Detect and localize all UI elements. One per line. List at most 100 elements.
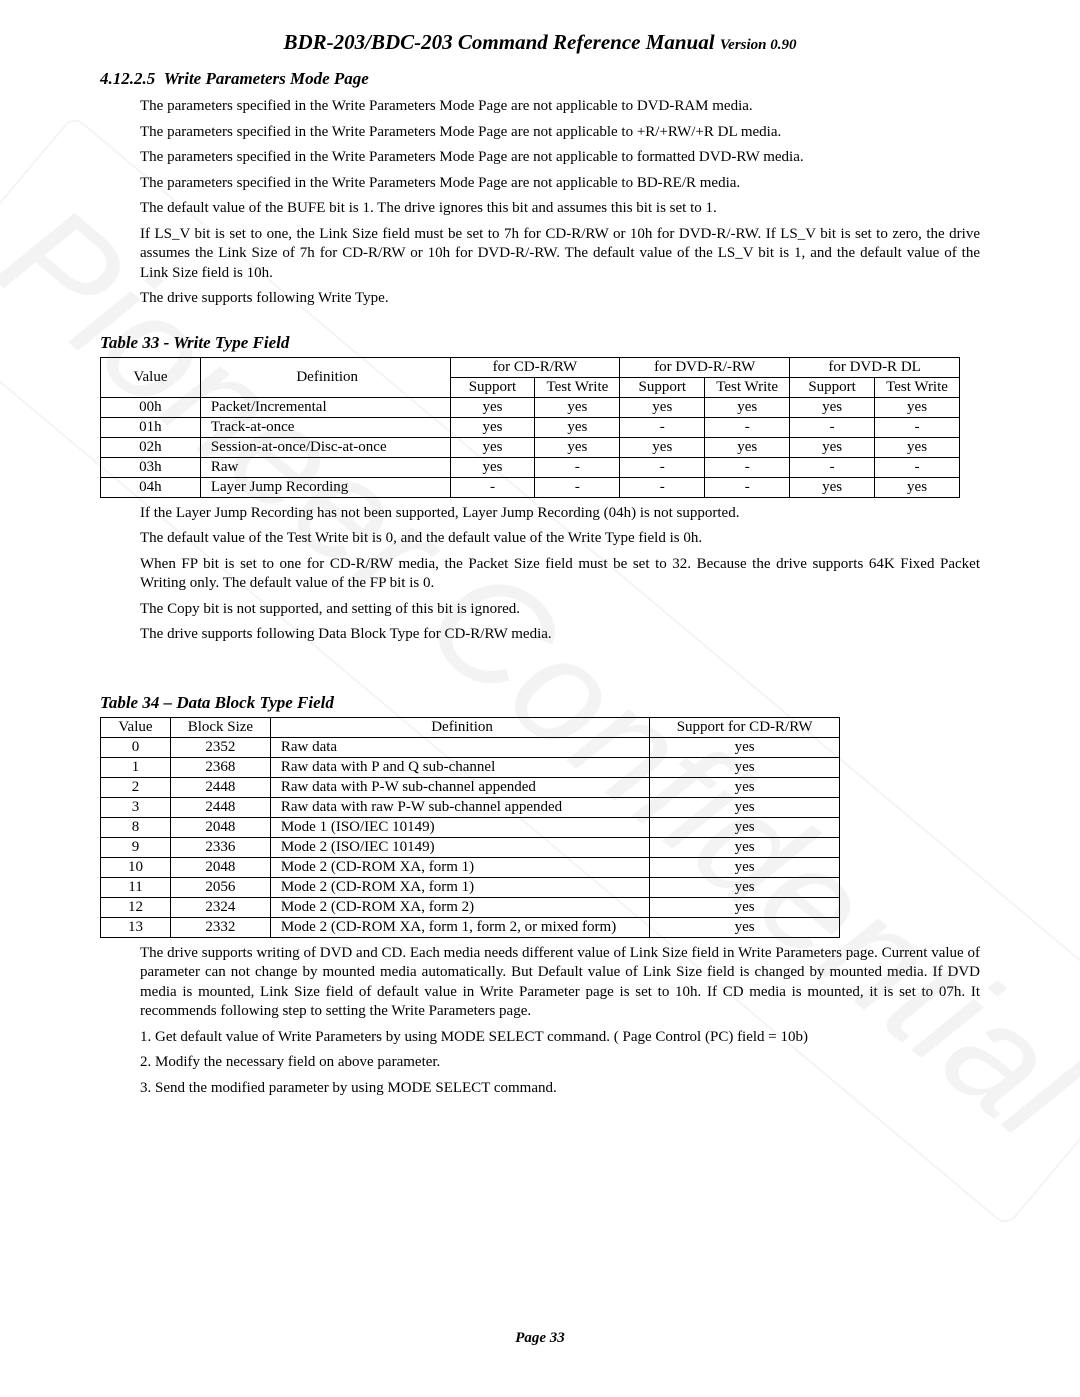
page-footer: Page 33 bbox=[0, 1330, 1080, 1347]
col-definition: Definition bbox=[270, 717, 649, 737]
cell: Mode 2 (CD-ROM XA, form 1) bbox=[270, 857, 649, 877]
cell: Layer Jump Recording bbox=[200, 477, 450, 497]
cell: - bbox=[535, 477, 620, 497]
paragraph: If LS_V bit is set to one, the Link Size… bbox=[140, 225, 980, 284]
paragraph: The drive supports following Write Type. bbox=[140, 289, 980, 309]
cell: yes bbox=[650, 817, 840, 837]
cell: yes bbox=[450, 457, 535, 477]
table-row: 132332Mode 2 (CD-ROM XA, form 1, form 2,… bbox=[101, 917, 840, 937]
table33: Value Definition for CD-R/RW for DVD-R/-… bbox=[100, 357, 960, 498]
table33-caption: Table 33 - Write Type Field bbox=[100, 333, 980, 353]
title-version: Version 0.90 bbox=[720, 37, 797, 53]
cell: yes bbox=[650, 797, 840, 817]
cell: yes bbox=[450, 397, 535, 417]
cell: Raw data bbox=[270, 737, 649, 757]
paragraph: The drive supports writing of DVD and CD… bbox=[140, 944, 980, 1022]
cell: 2352 bbox=[170, 737, 270, 757]
table33-body: 00hPacket/Incrementalyesyesyesyesyesyes0… bbox=[101, 397, 960, 497]
table-row: 01hTrack-at-onceyesyes---- bbox=[101, 417, 960, 437]
table-row: 112056Mode 2 (CD-ROM XA, form 1)yes bbox=[101, 877, 840, 897]
cell: yes bbox=[875, 477, 960, 497]
cell: 2336 bbox=[170, 837, 270, 857]
cell: yes bbox=[535, 437, 620, 457]
cell: yes bbox=[450, 437, 535, 457]
cell: yes bbox=[535, 397, 620, 417]
table-row: 102048Mode 2 (CD-ROM XA, form 1)yes bbox=[101, 857, 840, 877]
cell: 0 bbox=[101, 737, 171, 757]
intro-paragraphs: The parameters specified in the Write Pa… bbox=[100, 97, 980, 309]
cell: - bbox=[875, 457, 960, 477]
cell: 03h bbox=[101, 457, 201, 477]
paragraph: The drive supports following Data Block … bbox=[140, 625, 980, 645]
table34-head: Value Block Size Definition Support for … bbox=[101, 717, 840, 737]
col-value: Value bbox=[101, 357, 201, 397]
cell: Packet/Incremental bbox=[200, 397, 450, 417]
cell: yes bbox=[650, 917, 840, 937]
cell: yes bbox=[535, 417, 620, 437]
cell: yes bbox=[875, 397, 960, 417]
cell: yes bbox=[875, 437, 960, 457]
cell: 02h bbox=[101, 437, 201, 457]
cell: - bbox=[450, 477, 535, 497]
cell: Session-at-once/Disc-at-once bbox=[200, 437, 450, 457]
cell: 2048 bbox=[170, 817, 270, 837]
col-testwrite: Test Write bbox=[875, 377, 960, 397]
cell: 2048 bbox=[170, 857, 270, 877]
cell: yes bbox=[705, 397, 790, 417]
cell: Raw data with P-W sub-channel appended bbox=[270, 777, 649, 797]
col-testwrite: Test Write bbox=[705, 377, 790, 397]
table-row: 122324Mode 2 (CD-ROM XA, form 2)yes bbox=[101, 897, 840, 917]
cell: 3 bbox=[101, 797, 171, 817]
table-row: Value Block Size Definition Support for … bbox=[101, 717, 840, 737]
section-heading: 4.12.2.5 Write Parameters Mode Page bbox=[100, 69, 980, 89]
cell: 1 bbox=[101, 757, 171, 777]
table-row: 02352Raw datayes bbox=[101, 737, 840, 757]
mid-paragraphs: If the Layer Jump Recording has not been… bbox=[100, 504, 980, 645]
cell: 00h bbox=[101, 397, 201, 417]
col-blocksize: Block Size bbox=[170, 717, 270, 737]
cell: 2448 bbox=[170, 797, 270, 817]
cell: 2 bbox=[101, 777, 171, 797]
cell: 2056 bbox=[170, 877, 270, 897]
paragraph: 2. Modify the necessary field on above p… bbox=[140, 1053, 980, 1073]
cell: Track-at-once bbox=[200, 417, 450, 437]
cell: Raw bbox=[200, 457, 450, 477]
cell: yes bbox=[790, 477, 875, 497]
cell: yes bbox=[650, 737, 840, 757]
col-support: Support bbox=[790, 377, 875, 397]
section-title: Write Parameters Mode Page bbox=[164, 69, 369, 88]
cell: yes bbox=[650, 837, 840, 857]
col-support: Support bbox=[450, 377, 535, 397]
paragraph: The Copy bit is not supported, and setti… bbox=[140, 600, 980, 620]
cell: 2332 bbox=[170, 917, 270, 937]
col-cd: for CD-R/RW bbox=[450, 357, 620, 377]
cell: yes bbox=[790, 397, 875, 417]
cell: 2368 bbox=[170, 757, 270, 777]
cell: 2448 bbox=[170, 777, 270, 797]
cell: 2324 bbox=[170, 897, 270, 917]
paragraph: The parameters specified in the Write Pa… bbox=[140, 123, 980, 143]
col-testwrite: Test Write bbox=[535, 377, 620, 397]
cell: Mode 2 (CD-ROM XA, form 1, form 2, or mi… bbox=[270, 917, 649, 937]
cell: Mode 1 (ISO/IEC 10149) bbox=[270, 817, 649, 837]
cell: Raw data with raw P-W sub-channel append… bbox=[270, 797, 649, 817]
title-main: BDR-203/BDC-203 Command Reference Manual bbox=[283, 30, 719, 54]
cell: 01h bbox=[101, 417, 201, 437]
paragraph: When FP bit is set to one for CD-R/RW me… bbox=[140, 555, 980, 594]
paragraph: The parameters specified in the Write Pa… bbox=[140, 97, 980, 117]
cell: - bbox=[535, 457, 620, 477]
cell: - bbox=[620, 457, 705, 477]
table-row: Value Definition for CD-R/RW for DVD-R/-… bbox=[101, 357, 960, 377]
cell: 10 bbox=[101, 857, 171, 877]
cell: 9 bbox=[101, 837, 171, 857]
paragraph: If the Layer Jump Recording has not been… bbox=[140, 504, 980, 524]
col-value: Value bbox=[101, 717, 171, 737]
cell: - bbox=[790, 457, 875, 477]
cell: - bbox=[620, 417, 705, 437]
table33-head: Value Definition for CD-R/RW for DVD-R/-… bbox=[101, 357, 960, 397]
cell: - bbox=[790, 417, 875, 437]
cell: yes bbox=[650, 877, 840, 897]
col-support: Support for CD-R/RW bbox=[650, 717, 840, 737]
cell: Mode 2 (CD-ROM XA, form 1) bbox=[270, 877, 649, 897]
cell: yes bbox=[650, 757, 840, 777]
